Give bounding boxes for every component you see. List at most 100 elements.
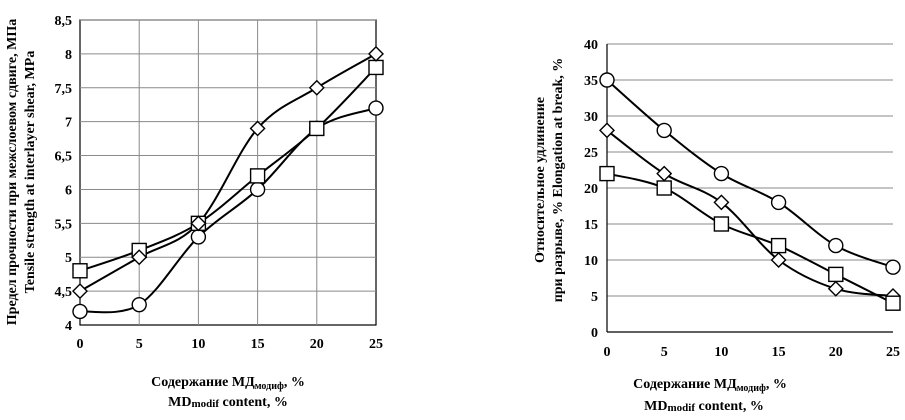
right-data-point-diamond [599,122,615,139]
right-y-axis-label-ru-1: Относительное удлинение [533,97,548,263]
left-plot-frame [79,19,377,326]
right-data-point-diamond [713,194,730,211]
right-y-tick-label: 25 [584,146,598,161]
left-x-tick-label: 10 [191,337,205,352]
left-data-point-circle [72,303,88,320]
right-data-point-circle [656,122,672,139]
left-y-tick-label: 8,5 [55,14,73,29]
right-chart: 0 5 10 15 20 25 30 35 40 0 5 10 15 20 25 Относительно… [533,38,901,414]
left-data-point-circle [190,229,207,245]
left-y-tick-label: 7 [65,116,72,131]
right-x-tick-label: 0 [604,345,611,360]
right-y-tick-label: 15 [584,218,598,233]
right-x-tick-labels: 0 5 10 15 20 25 [604,345,901,360]
right-x-label-en-sub: modif [668,402,696,414]
right-data-point-square [770,237,787,254]
right-x-tick-label: 10 [714,345,728,360]
right-x-label-ru-unit: , % [766,377,787,392]
right-x-label-ru-main: Содержание МД [633,377,737,392]
right-x-label-en-main: MD [644,399,667,414]
left-y-tick-label: 8 [65,48,72,63]
right-data-point-square [599,165,615,182]
left-x-tick-label: 5 [136,337,143,352]
right-y-axis-label-line-2: при разрыве, % Elongation at break, % [551,58,566,303]
right-x-axis-label-ru: Содержание МДмодиф, % [633,377,787,394]
left-y-tick-label: 6 [65,183,72,198]
left-y-tick-label: 4,5 [55,285,73,300]
left-data-point-diamond [368,45,384,62]
left-x-tick-label: 25 [369,337,383,352]
left-data-point-square [368,59,384,76]
right-x-label-ru-sub: модиф [737,383,766,394]
right-y-tick-label: 40 [584,38,598,53]
left-data-point-circle [249,181,266,198]
left-x-label-ru-unit: , % [284,375,305,390]
right-y-label-en: Elongation at break, % [551,58,566,198]
left-x-label-en-main: MD [168,395,191,410]
right-series-line-circle [606,79,894,269]
left-data-point-diamond [308,79,325,96]
left-x-label-en-sub: modif [192,398,220,410]
left-data-point-square [249,168,266,184]
left-data-point-diamond [249,120,266,137]
right-x-tick-label: 15 [772,345,786,360]
left-data-point-square [309,120,325,137]
left-x-label-ru-sub: модиф [255,381,284,392]
right-x-tick-label: 5 [661,345,668,360]
left-data-point-square [72,263,88,279]
left-data-point-diamond [190,215,207,232]
left-data-point-diamond [131,249,148,266]
left-x-tick-label: 20 [310,337,324,352]
left-y-tick-label: 4 [65,319,72,334]
left-y-axis-label-ru: Предел прочности при межслоевом сдвиге, … [5,19,20,325]
left-x-axis-label-ru: Содержание МДмодиф, % [151,375,305,392]
left-y-tick-label: 6,5 [55,150,73,165]
right-y-tick-label: 30 [584,110,598,125]
right-data-point-square [713,216,730,232]
right-y-label-ru-2: при разрыве, % [551,201,566,302]
right-data-point-square [828,266,844,283]
right-y-tick-labels: 0 5 10 15 20 25 30 35 40 [584,38,598,341]
right-y-tick-label: 0 [591,326,598,341]
right-x-tick-label: 25 [886,345,900,360]
right-data-point-circle [885,259,901,275]
left-series [72,45,384,320]
right-data-point-circle [713,165,730,182]
right-data-point-diamond [656,165,673,182]
left-gridlines [80,19,376,325]
right-x-tick-label: 20 [829,345,843,360]
right-y-tick-label: 20 [584,182,598,197]
right-y-tick-label: 5 [591,290,598,305]
left-y-tick-label: 5 [65,251,72,266]
right-y-tick-label: 10 [584,254,598,269]
right-data-point-circle [828,237,844,254]
right-y-tick-label: 35 [584,74,598,89]
left-data-point-circle [368,100,384,116]
left-x-label-ru-main: Содержание МД [151,375,255,390]
left-x-axis-label-en: MDmodif content, % [168,395,288,410]
right-data-point-square [885,295,901,311]
left-y-tick-label: 5,5 [55,217,73,232]
left-y-axis-label-en: Tensile strength at interlayer shear, MP… [23,51,38,294]
right-data-point-circle [770,194,787,211]
left-y-tick-label: 7,5 [55,82,73,97]
left-x-tick-labels: 0 5 10 15 20 25 [77,337,384,352]
right-x-label-en-unit: content, % [695,399,764,414]
left-y-tick-labels: 4 4,5 5 5,5 6 6,5 7 7,5 8 8,5 [55,14,73,334]
right-series-line-square [606,172,894,305]
left-x-tick-label: 0 [77,337,84,352]
right-data-point-diamond [770,252,787,268]
left-series-line-square [79,66,377,272]
right-gridlines [607,43,893,297]
left-x-label-en-unit: content, % [219,395,288,410]
right-data-point-circle [599,72,615,88]
right-x-axis-label-en: MDmodif content, % [644,399,764,414]
right-data-point-square [656,180,672,196]
left-data-point-diamond [72,283,88,300]
right-series-line-diamond [606,129,894,297]
left-data-point-circle [131,296,147,313]
right-series [599,72,901,311]
left-series-line-circle [79,107,377,314]
left-x-tick-label: 15 [251,337,265,352]
